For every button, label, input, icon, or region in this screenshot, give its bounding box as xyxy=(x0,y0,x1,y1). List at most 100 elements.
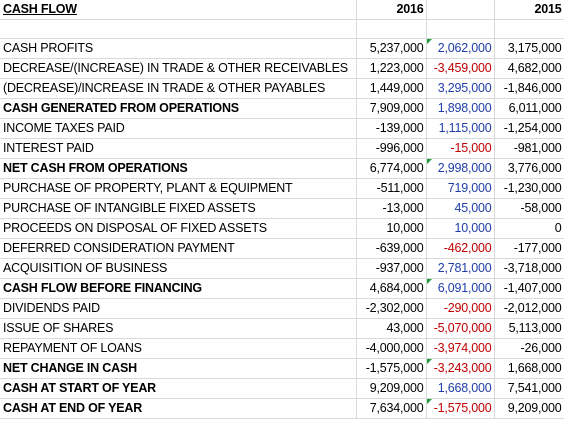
row-label-cell[interactable]: INCOME TAXES PAID xyxy=(0,118,357,139)
value-2016-cell[interactable]: -937,000 xyxy=(356,258,427,279)
value-2016-cell[interactable]: 4,684,000 xyxy=(356,278,427,299)
value-2015-cell[interactable]: 3,175,000 xyxy=(494,38,564,59)
value-2016-cell[interactable]: 6,774,000 xyxy=(356,158,427,179)
change-value-cell[interactable]: 1,668,000 xyxy=(426,378,495,399)
value-2015-cell[interactable]: -26,000 xyxy=(494,338,564,359)
cell-indicator-icon xyxy=(426,399,432,404)
value-2015-cell[interactable]: -1,846,000 xyxy=(494,78,564,99)
value-2016-cell[interactable]: -4,000,000 xyxy=(356,338,427,359)
value-2016-cell[interactable]: 10,000 xyxy=(356,218,427,239)
value-2015-cell[interactable]: -1,407,000 xyxy=(494,278,564,299)
empty-cell[interactable] xyxy=(356,19,427,39)
row-label-cell[interactable]: DECREASE/(INCREASE) IN TRADE & OTHER REC… xyxy=(0,58,357,79)
change-value-cell[interactable]: -3,459,000 xyxy=(426,58,495,79)
change-value-cell[interactable]: -5,070,000 xyxy=(426,318,495,339)
row-label-cell[interactable]: (DECREASE)/INCREASE IN TRADE & OTHER PAY… xyxy=(0,78,357,99)
value-2015-cell[interactable]: -981,000 xyxy=(494,138,564,159)
change-value-cell[interactable]: 2,998,000 xyxy=(426,158,495,179)
row-label-cell[interactable]: CASH FLOW BEFORE FINANCING xyxy=(0,278,357,299)
value-2015-cell[interactable]: 1,668,000 xyxy=(494,358,564,379)
row-label-cell[interactable]: PURCHASE OF INTANGIBLE FIXED ASSETS xyxy=(0,198,357,219)
value-2015-cell[interactable]: 0 xyxy=(494,218,564,239)
row-label-cell[interactable]: CASH PROFITS xyxy=(0,38,357,59)
value-2015-cell[interactable]: 7,541,000 xyxy=(494,378,564,399)
value-2015-cell[interactable]: -1,254,000 xyxy=(494,118,564,139)
table-row: CASH FLOW BEFORE FINANCING 4,684,000 6,091… xyxy=(0,278,564,299)
change-value-cell[interactable]: 2,062,000 xyxy=(426,38,495,59)
change-value-cell[interactable]: 1,115,000 xyxy=(426,118,495,139)
change-value-cell[interactable]: 2,781,000 xyxy=(426,258,495,279)
value-2016-cell[interactable]: -2,302,000 xyxy=(356,298,427,319)
value-2016-cell[interactable]: 1,449,000 xyxy=(356,78,427,99)
value-2016-cell[interactable]: -13,000 xyxy=(356,198,427,219)
cell-indicator-icon xyxy=(426,279,432,284)
row-label-cell[interactable]: ACQUISITION OF BUSINESS xyxy=(0,258,357,279)
table-row: DECREASE/(INCREASE) IN TRADE & OTHER REC… xyxy=(0,58,564,79)
value-2016-cell[interactable]: 7,909,000 xyxy=(356,98,427,119)
change-value-cell[interactable]: -462,000 xyxy=(426,238,495,259)
value-2016-cell[interactable]: 5,237,000 xyxy=(356,38,427,59)
empty-cell[interactable] xyxy=(0,19,357,39)
value-2016-cell[interactable]: 43,000 xyxy=(356,318,427,339)
row-label-cell[interactable]: INTEREST PAID xyxy=(0,138,357,159)
header-blank-cell[interactable] xyxy=(426,0,495,20)
change-value-cell[interactable]: -1,575,000 xyxy=(426,398,495,419)
empty-cell[interactable] xyxy=(426,19,495,39)
table-row: PURCHASE OF PROPERTY, PLANT & EQUIPMENT -… xyxy=(0,178,564,199)
value-2016-cell[interactable]: -139,000 xyxy=(356,118,427,139)
row-label-cell[interactable]: CASH GENERATED FROM OPERATIONS xyxy=(0,98,357,119)
value-2015-cell[interactable]: 4,682,000 xyxy=(494,58,564,79)
row-label-cell[interactable]: PURCHASE OF PROPERTY, PLANT & EQUIPMENT xyxy=(0,178,357,199)
cell-indicator-icon xyxy=(426,159,432,164)
header-2015-cell[interactable]: 2015 xyxy=(494,0,564,20)
header-title-cell[interactable]: CASH FLOW xyxy=(0,0,357,20)
value-2015-cell[interactable]: 6,011,000 xyxy=(494,98,564,119)
value-2015-cell[interactable]: 5,113,000 xyxy=(494,318,564,339)
header-2016-cell[interactable]: 2016 xyxy=(356,0,427,20)
value-2015-cell[interactable]: -58,000 xyxy=(494,198,564,219)
change-value-cell[interactable]: 6,091,000 xyxy=(426,278,495,299)
change-value-cell[interactable]: -15,000 xyxy=(426,138,495,159)
table-row: ACQUISITION OF BUSINESS -937,000 2,781,000… xyxy=(0,258,564,279)
change-value-cell[interactable]: -3,974,000 xyxy=(426,338,495,359)
value-2016-cell[interactable]: 7,634,000 xyxy=(356,398,427,419)
value-2015-cell[interactable]: -177,000 xyxy=(494,238,564,259)
row-label-cell[interactable]: NET CASH FROM OPERATIONS xyxy=(0,158,357,179)
value-2016-cell[interactable]: 1,223,000 xyxy=(356,58,427,79)
row-label-cell[interactable]: CASH AT START OF YEAR xyxy=(0,378,357,399)
row-label-cell[interactable]: NET CHANGE IN CASH xyxy=(0,358,357,379)
table-row: ISSUE OF SHARES 43,000 -5,070,000 5,113,000 xyxy=(0,318,564,339)
change-value-cell[interactable]: 3,295,000 xyxy=(426,78,495,99)
table-row: PROCEEDS ON DISPOSAL OF FIXED ASSETS 10,0… xyxy=(0,218,564,239)
row-label-cell[interactable]: ISSUE OF SHARES xyxy=(0,318,357,339)
row-label-cell[interactable]: CASH AT END OF YEAR xyxy=(0,398,357,419)
change-value-cell[interactable]: -290,000 xyxy=(426,298,495,319)
value-2016-cell[interactable]: -1,575,000 xyxy=(356,358,427,379)
value-2016-cell[interactable]: -511,000 xyxy=(356,178,427,199)
table-row: DIVIDENDS PAID -2,302,000 -290,000 -2,012,0… xyxy=(0,298,564,319)
table-row: CASH GENERATED FROM OPERATIONS 7,909,000 1… xyxy=(0,98,564,119)
value-2015-cell[interactable]: -1,230,000 xyxy=(494,178,564,199)
row-label-cell[interactable]: DEFERRED CONSIDERATION PAYMENT xyxy=(0,238,357,259)
value-2015-cell[interactable]: -2,012,000 xyxy=(494,298,564,319)
value-2016-cell[interactable]: 9,209,000 xyxy=(356,378,427,399)
value-2015-cell[interactable]: 3,776,000 xyxy=(494,158,564,179)
row-label-cell[interactable]: PROCEEDS ON DISPOSAL OF FIXED ASSETS xyxy=(0,218,357,239)
change-value-cell[interactable]: 10,000 xyxy=(426,218,495,239)
change-value-cell[interactable]: -3,243,000 xyxy=(426,358,495,379)
value-2016-cell[interactable]: -996,000 xyxy=(356,138,427,159)
table-row: NET CHANGE IN CASH -1,575,000 -3,243,000 1,… xyxy=(0,358,564,379)
change-value-cell[interactable]: 1,898,000 xyxy=(426,98,495,119)
change-value-cell[interactable]: 45,000 xyxy=(426,198,495,219)
empty-cell[interactable] xyxy=(494,19,564,39)
change-value-cell[interactable]: 719,000 xyxy=(426,178,495,199)
value-2015-cell[interactable]: -3,718,000 xyxy=(494,258,564,279)
row-label-cell[interactable]: REPAYMENT OF LOANS xyxy=(0,338,357,359)
value-2015-cell[interactable]: 9,209,000 xyxy=(494,398,564,419)
value-2016-cell[interactable]: -639,000 xyxy=(356,238,427,259)
row-label-cell[interactable]: DIVIDENDS PAID xyxy=(0,298,357,319)
table-row: INTEREST PAID -996,000 -15,000 -981,000 xyxy=(0,138,564,159)
